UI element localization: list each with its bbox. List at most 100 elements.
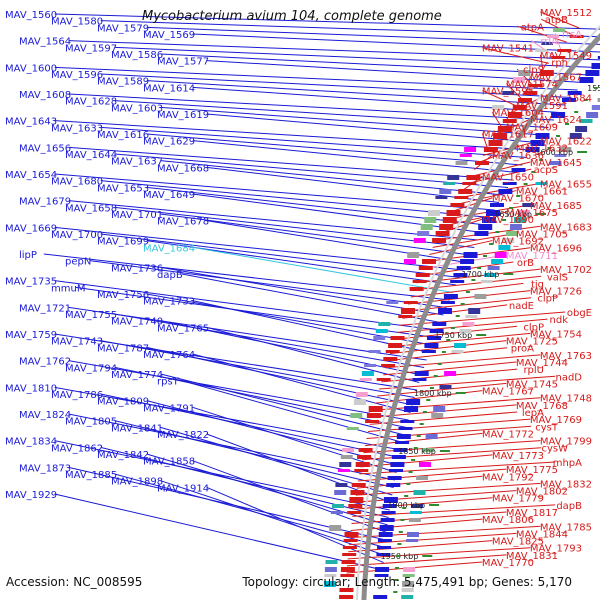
reverse-gene-block <box>597 56 600 59</box>
gene-label-left: MAV_1794 <box>65 363 117 374</box>
leader-line <box>54 440 390 511</box>
gene-label-right: rph <box>551 58 568 69</box>
gene-label-left: MAV_1740 <box>111 317 163 328</box>
annotation-block <box>447 175 460 180</box>
gene-label-left: MAV_1616 <box>97 130 149 141</box>
annotation-block <box>325 560 338 564</box>
gene-label-left: MAV_1684 <box>143 243 195 254</box>
annotation-block <box>484 273 497 277</box>
gene-label-left: MAV_1885 <box>65 470 117 481</box>
gene-label-right: MAV_1793 <box>530 544 582 555</box>
gene-label-left: MAV_1614 <box>143 83 195 94</box>
leader-line <box>68 40 600 61</box>
gene-label-right: nadE <box>509 301 534 312</box>
forward-gene-block <box>523 91 538 95</box>
forward-gene-block <box>368 406 383 412</box>
gene-label-left: pepN <box>65 257 91 268</box>
reverse-gene-block <box>376 553 391 556</box>
gene-label-right: cysW <box>541 444 568 455</box>
annotation-block <box>346 427 359 430</box>
map-title: Mycobacterium avium 104, complete genome <box>142 9 442 24</box>
forward-gene-block <box>342 553 357 556</box>
gene-label-right: MAV_1745 <box>506 379 558 390</box>
leader-line <box>206 326 420 383</box>
gene-label-left: MAV_1858 <box>143 457 195 468</box>
gene-label-left: MAV_1735 <box>5 277 57 288</box>
reverse-gene-block <box>456 266 471 270</box>
annotation-block <box>324 567 337 572</box>
forward-gene-block <box>339 595 354 599</box>
reverse-gene-block <box>396 434 411 439</box>
reverse-gene-block <box>390 462 405 467</box>
reverse-gene-block <box>377 546 392 549</box>
reverse-gene-block <box>404 406 419 412</box>
leader-line <box>373 397 541 411</box>
forward-gene-block <box>493 133 508 139</box>
leader-line <box>481 133 488 149</box>
leader-line <box>347 547 531 560</box>
gene-label-left: MAV_1805 <box>65 417 117 428</box>
leader-line <box>68 93 555 121</box>
gene-label-right: lepA <box>522 408 544 419</box>
gene-label-left: MAV_1721 <box>19 303 71 314</box>
annotation-block <box>512 77 525 83</box>
gene-label-left: MAV_1787 <box>97 343 149 354</box>
forward-gene-block <box>462 182 477 185</box>
forward-gene-block <box>557 49 572 52</box>
reverse-gene-block <box>378 532 393 537</box>
forward-gene-block <box>458 189 473 194</box>
gene-label-left: MAV_1597 <box>65 43 117 54</box>
gene-label-left: MAV_1619 <box>157 110 209 121</box>
leader-line <box>75 286 435 338</box>
backbone-arc <box>361 32 600 600</box>
reverse-gene-block <box>482 217 496 223</box>
annotation-block <box>419 462 431 467</box>
gene-label-right: clpP <box>523 322 544 333</box>
forward-gene-block <box>376 378 391 381</box>
genome-summary-text: Topology: circular; Length: 5,475,491 bp… <box>242 575 572 589</box>
annotation-block <box>465 315 478 318</box>
annotation-block <box>559 147 572 152</box>
annotation-block <box>407 252 420 258</box>
leader-line <box>379 375 556 390</box>
annotation-block <box>491 259 504 264</box>
gene-label-right: MAV_1624 <box>530 115 582 126</box>
leader-line <box>537 61 548 78</box>
annotation-block <box>411 504 424 508</box>
gene-label-left: MAV_1658 <box>65 203 117 214</box>
annotation-block <box>462 322 475 326</box>
leader-line <box>54 13 600 30</box>
gene-label-left: MAV_1759 <box>5 330 57 341</box>
leader-line <box>146 346 413 406</box>
gene-label-left: MAV_1654 <box>5 170 57 181</box>
leader-line <box>192 406 397 473</box>
gene-label-right: MAV_1773 <box>492 451 544 462</box>
annotation-block <box>468 308 481 314</box>
annotation-block <box>444 371 457 376</box>
gene-label-left: MAV_1824 <box>19 410 71 421</box>
gene-label-left: mmuM <box>51 283 85 294</box>
annotation-block <box>420 224 433 230</box>
gene-label-right: MAV_1769 <box>530 415 582 426</box>
reverse-gene-block <box>398 427 413 430</box>
gene-label-right: MAV_1763 <box>540 351 592 362</box>
annotation-block <box>339 462 352 467</box>
leader-line <box>114 46 597 68</box>
gene-label-left: MAV_1700 <box>51 230 103 241</box>
annotation-block <box>522 203 535 207</box>
gene-label-left: dapB <box>157 270 183 281</box>
gene-label-left: MAV_1668 <box>157 163 209 174</box>
forward-gene-block <box>340 567 355 572</box>
reverse-gene-block <box>440 301 455 304</box>
leader-line <box>206 166 500 203</box>
leader-line <box>346 554 507 567</box>
forward-gene-block <box>350 490 365 495</box>
scale-ticks: 1550 kbp 1600 kbp 1650 kbp 1700 kbp 1750 kbp… <box>381 84 600 593</box>
gene-label-left: MAV_1791 <box>143 403 195 414</box>
leader-line <box>54 66 578 91</box>
leader-line <box>54 226 464 271</box>
leader-line <box>206 220 467 263</box>
gene-label-right: rrlA <box>540 37 558 48</box>
